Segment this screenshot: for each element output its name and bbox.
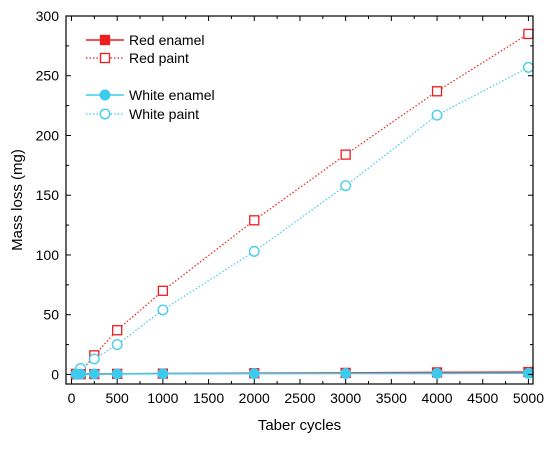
white-paint-point	[157, 304, 169, 316]
x-tick-label: 4500	[467, 390, 498, 406]
legend-marker	[99, 89, 111, 101]
white-paint-line	[75, 66, 529, 375]
white-paint-point	[248, 245, 260, 257]
x-tick-label: 1000	[147, 390, 178, 406]
red-paint-point	[431, 86, 443, 97]
white-paint-point	[111, 339, 123, 351]
white-paint-series	[70, 61, 534, 380]
y-tick-label: 150	[36, 187, 60, 203]
legend-item-red-enamel: Red enamel	[86, 32, 205, 48]
x-tick-label: 3500	[376, 390, 407, 406]
white-enamel-point	[111, 368, 123, 380]
white-enamel-series	[70, 367, 534, 380]
y-tick-label: 50	[43, 307, 59, 323]
x-tick-label: 3000	[330, 390, 361, 406]
legend-item-red-paint: Red paint	[86, 50, 189, 66]
legend-label: White paint	[129, 106, 199, 122]
white-enamel-point	[248, 368, 260, 380]
legend-item-white-enamel: White enamel	[86, 87, 215, 103]
red-paint-point	[249, 215, 260, 226]
legend-label: Red paint	[129, 50, 189, 66]
red-paint-point	[157, 285, 169, 296]
x-tick-label: 500	[105, 390, 129, 406]
ticks-layer: 0 500 1000 1500 2000 2500 3000 3500 4000 4500 5000…	[36, 8, 545, 406]
x-tick-label: 5000	[513, 390, 544, 406]
legend-label: White enamel	[129, 87, 215, 103]
white-enamel-point	[522, 367, 534, 379]
legend-marker	[99, 52, 111, 64]
y-tick-label: 300	[36, 8, 60, 24]
red-paint-point	[112, 325, 123, 336]
y-axis-title: Mass loss (mg)	[9, 149, 26, 251]
white-paint-point	[431, 109, 443, 121]
white-paint-point	[88, 353, 100, 365]
legend-marker	[99, 108, 111, 120]
white-enamel-point	[340, 368, 352, 379]
y-tick-label: 0	[51, 366, 59, 382]
white-enamel-point	[88, 368, 100, 380]
x-tick-label: 2000	[239, 390, 270, 406]
white-enamel-point	[157, 368, 169, 380]
white-paint-point	[340, 180, 352, 192]
red-paint-point	[340, 149, 351, 160]
red-paint-point	[523, 28, 534, 40]
series-layer	[70, 28, 534, 380]
x-tick-label: 1500	[193, 390, 224, 406]
white-enamel-point	[75, 368, 87, 380]
y-tick-label: 250	[36, 68, 60, 84]
y-tick-label: 200	[36, 127, 60, 143]
legend: Red enamel Red paint White enamel White pai…	[86, 32, 215, 122]
legend-marker	[99, 34, 111, 46]
x-tick-label: 0	[68, 390, 76, 406]
x-axis-title: Taber cycles	[258, 417, 341, 434]
white-enamel-point	[431, 367, 443, 379]
legend-label: Red enamel	[129, 32, 205, 48]
y-tick-label: 100	[36, 247, 60, 263]
x-tick-label: 2500	[284, 390, 315, 406]
x-tick-label: 4000	[421, 390, 452, 406]
white-enamel-line	[76, 372, 529, 375]
white-paint-point	[522, 61, 534, 73]
legend-item-white-paint: White paint	[86, 106, 199, 122]
